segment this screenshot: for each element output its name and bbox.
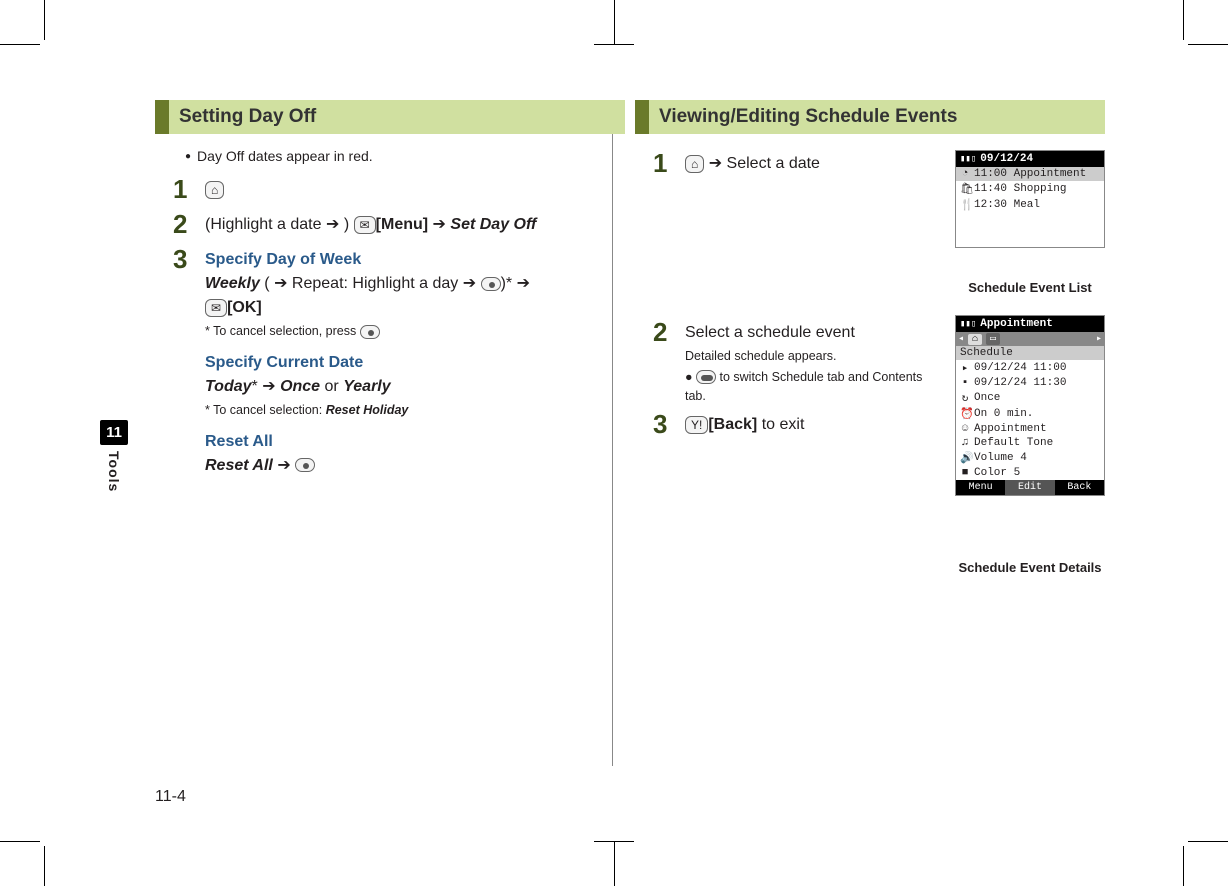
select-event: Select a schedule event (685, 321, 945, 345)
section-title-right: Viewing/Editing Schedule Events (649, 100, 1105, 134)
reset-all: Reset All (205, 457, 273, 474)
list-item: 11:00 Appointment (974, 168, 1086, 180)
center-key-icon (481, 277, 501, 291)
page: 11 Tools Setting Day Off Day Off dates a… (100, 100, 1128, 806)
detail-line: Volume 4 (974, 452, 1027, 464)
select-date: Select a date (722, 155, 820, 172)
back-label: [Back] (708, 416, 757, 433)
phone-date: 09/12/24 (980, 153, 1033, 165)
chapter-number: 11 (100, 420, 128, 445)
phone-schedule-list: ▮▮▯09/12/24 ◔11:00 Appointment 🛍11:40 Sh… (955, 150, 1105, 248)
softkey-back: Back (1055, 480, 1104, 495)
nav-key-icon (696, 370, 716, 384)
right-column: Viewing/Editing Schedule Events ▮▮▯09/12… (635, 100, 1105, 444)
phone-schedule-detail: ▮▮▯Appointment ◂⌂▭▸ Schedule ▸09/12/24 1… (955, 315, 1105, 496)
mail-key-icon: ✉ (205, 299, 227, 317)
phone-detail-caption: Schedule Event Details (955, 560, 1105, 575)
today: Today (205, 378, 252, 395)
cancel-note-2a: * To cancel selection: (205, 403, 326, 417)
detail-appears: Detailed schedule appears. (685, 347, 945, 366)
to-exit: to exit (757, 416, 804, 433)
softkey-edit: Edit (1005, 480, 1054, 495)
specify-current-date: Specify Current Date (205, 351, 625, 375)
detail-line: Color 5 (974, 467, 1020, 479)
calendar-key-icon: ⌂ (685, 155, 704, 173)
set-day-off: Set Day Off (450, 216, 536, 233)
section-title-left: Setting Day Off (169, 100, 625, 134)
repeat-text: Repeat: Highlight a day (287, 275, 462, 292)
detail-line: Appointment (974, 423, 1047, 435)
center-key-icon (295, 458, 315, 472)
phone-title: Appointment (980, 318, 1053, 330)
step-3-left: 3 Specify Day of Week Weekly ( ➔ Repeat:… (173, 244, 625, 478)
yearly: Yearly (343, 378, 390, 395)
menu-label: [Menu] (376, 216, 428, 233)
step-2-left: 2 (Highlight a date ➔ ) ✉[Menu] ➔ Set Da… (173, 209, 625, 240)
detail-line: Once (974, 392, 1000, 404)
detail-line: Default Tone (974, 437, 1053, 449)
detail-line: 09/12/24 11:00 (974, 362, 1066, 374)
ok-label: [OK] (227, 299, 262, 316)
note-red: Day Off dates appear in red. (185, 148, 625, 164)
section-header-left: Setting Day Off (155, 100, 625, 134)
specify-day-of-week: Specify Day of Week (205, 248, 625, 272)
list-item: 11:40 Shopping (974, 183, 1066, 195)
schedule-tab: Schedule (960, 347, 1013, 359)
y-key-icon: Y! (685, 416, 708, 434)
detail-line: On 0 min. (974, 408, 1033, 420)
step-1-left: 1 ⌂ (173, 174, 625, 205)
side-tab: 11 Tools (100, 420, 128, 492)
once: Once (280, 378, 320, 395)
weekly: Weekly (205, 275, 260, 292)
section-header-right: Viewing/Editing Schedule Events (635, 100, 1105, 134)
chapter-label: Tools (106, 451, 122, 492)
reset-holiday: Reset Holiday (326, 403, 409, 417)
calendar-key-icon: ⌂ (205, 181, 224, 199)
center-key-icon (360, 325, 380, 339)
mail-key-icon: ✉ (354, 216, 376, 234)
list-item: 12:30 Meal (974, 199, 1040, 211)
left-column: Setting Day Off Day Off dates appear in … (155, 100, 625, 482)
page-number: 11-4 (155, 788, 186, 806)
switch-tab-note: to switch Schedule tab and Contents tab. (685, 370, 922, 403)
detail-line: 09/12/24 11:30 (974, 377, 1066, 389)
cancel-note-1: * To cancel selection, press (205, 324, 360, 338)
softkey-menu: Menu (956, 480, 1005, 495)
reset-all-title: Reset All (205, 430, 625, 454)
step2-prefix: (Highlight a date (205, 216, 326, 233)
phone-list-caption: Schedule Event List (955, 280, 1105, 295)
